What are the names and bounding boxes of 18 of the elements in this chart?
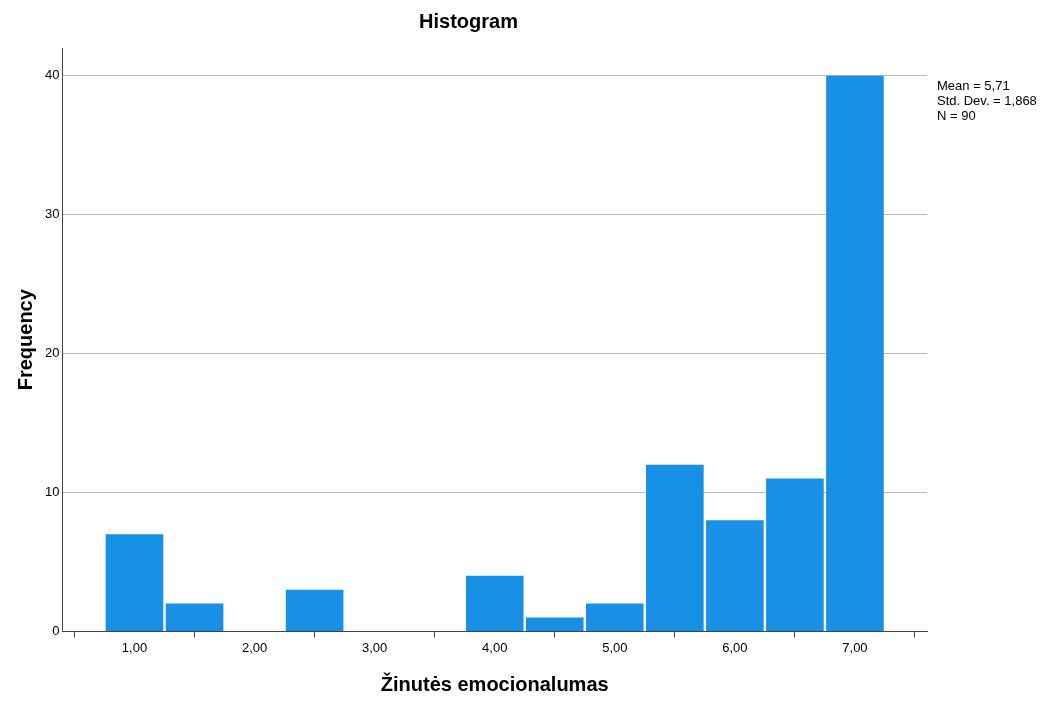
- chart-title: Histogram: [419, 9, 518, 32]
- x-tick-label: 7,00: [842, 639, 868, 655]
- y-tick-label: 20: [44, 345, 60, 361]
- x-tick-label: 5,00: [602, 639, 628, 655]
- x-tick-label: 1,00: [121, 639, 148, 655]
- x-tick-label: 3,00: [362, 639, 388, 655]
- y-tick-label: 40: [44, 67, 60, 83]
- x-tick-label: 4,00: [482, 639, 508, 655]
- y-tick-label: 0: [52, 622, 60, 638]
- y-tick-label: 30: [44, 206, 60, 222]
- x-axis-title: Žinutės emocionalumas: [380, 671, 609, 695]
- y-axis-title: Frequency: [13, 288, 36, 391]
- y-tick-label: 10: [44, 484, 60, 500]
- text: N = 90: [937, 108, 976, 124]
- x-tick-label: 6,00: [722, 639, 748, 655]
- text: Mean = 5,71: [937, 78, 1010, 94]
- x-tick-label: 2,00: [241, 639, 268, 655]
- text: Std. Dev. = 1,868: [937, 93, 1037, 109]
